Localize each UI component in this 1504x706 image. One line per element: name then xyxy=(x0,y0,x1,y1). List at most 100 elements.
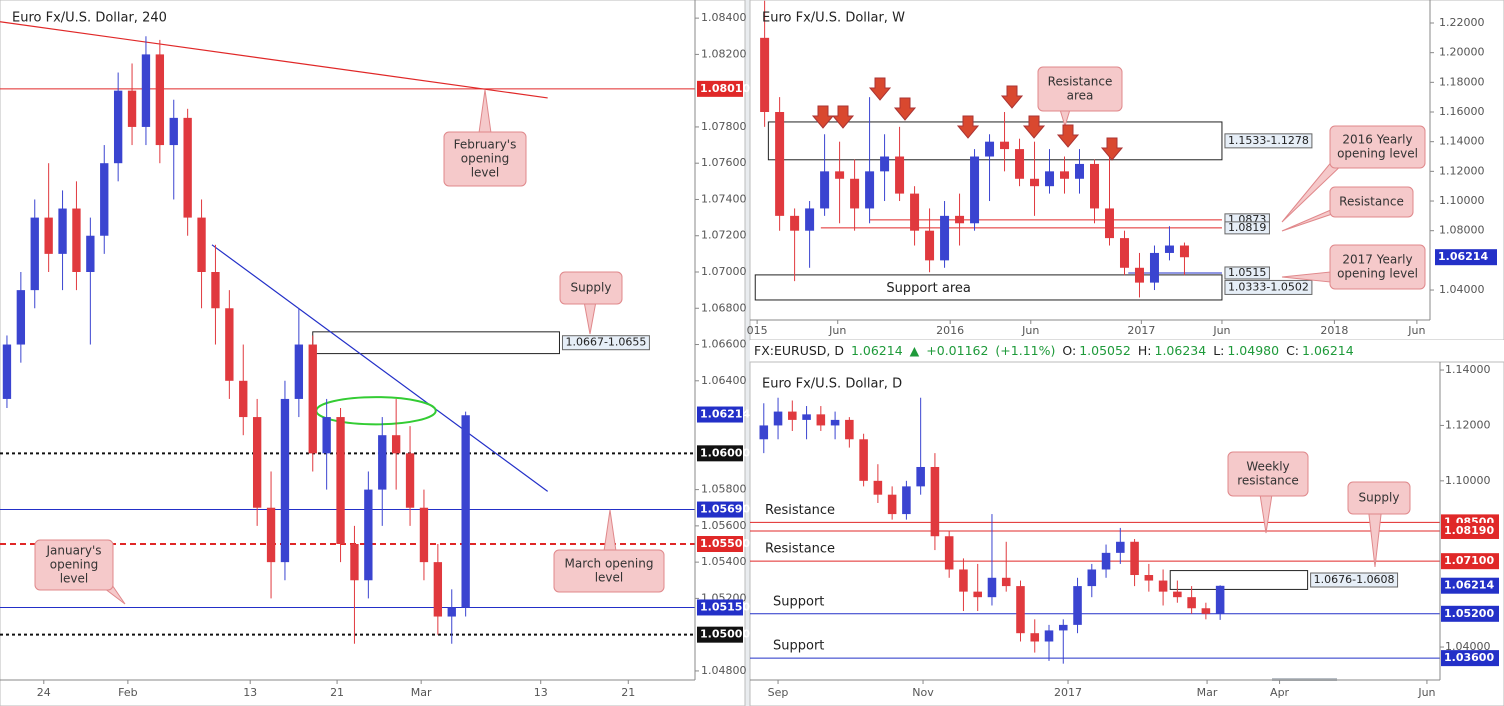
y-tick-label: 1.22000 xyxy=(1439,16,1485,29)
level-axis-tag xyxy=(1441,605,1499,622)
candle-body xyxy=(183,117,192,218)
level-axis-tag xyxy=(1435,249,1497,266)
level-label-bg xyxy=(1224,221,1270,235)
y-tick-label: 1.07800 xyxy=(701,120,747,133)
y-tick-label: 1.04000 xyxy=(1445,640,1491,653)
candle-body xyxy=(16,290,26,345)
x-tick-label: Mar xyxy=(411,686,432,699)
level-axis-tag xyxy=(697,406,743,423)
candle-body xyxy=(197,217,206,272)
zone-box xyxy=(767,121,1223,161)
level-axis-label: 1.08010 xyxy=(700,82,750,95)
x-tick-label: Jun xyxy=(1417,686,1435,699)
callout-text: opening level xyxy=(1337,147,1418,161)
candle-body xyxy=(225,308,234,381)
candle-body xyxy=(2,344,12,399)
callout-text: opening xyxy=(461,152,510,166)
level-axis-label: 1.06214 xyxy=(1438,250,1488,263)
x-tick-label: Apr xyxy=(1270,686,1290,699)
y-tick-label: 1.20000 xyxy=(1439,46,1485,59)
candle-body xyxy=(1015,149,1025,179)
close-key: C: xyxy=(1286,343,1300,358)
candle-body xyxy=(447,607,456,617)
candle-body xyxy=(916,466,925,487)
candle-body xyxy=(865,171,875,209)
callout-text: level xyxy=(595,571,624,585)
marker-arrow xyxy=(956,115,980,139)
level-label-bg xyxy=(1224,266,1270,280)
level-axis-tag xyxy=(1441,650,1499,667)
callout-text: level xyxy=(471,166,500,180)
candle-body xyxy=(910,193,920,231)
x-tick-label: 21 xyxy=(621,686,635,699)
level-axis-label: 1.06214 xyxy=(700,408,750,421)
quote-bar: FX:EURUSD, D 1.06214 ▲ +0.01162 (+1.11%)… xyxy=(754,343,1357,358)
x-tick-label: 2017 xyxy=(1054,686,1082,699)
chart-title: Euro Fx/U.S. Dollar, W xyxy=(762,11,905,26)
x-tick-label: Mar xyxy=(1197,686,1218,699)
candle-body xyxy=(44,217,53,254)
candle-body xyxy=(973,591,982,598)
candle-body xyxy=(280,398,290,563)
candle-body xyxy=(835,171,845,179)
marker-arrow xyxy=(1056,124,1080,148)
candle-body xyxy=(1119,238,1129,268)
callout-box xyxy=(1329,125,1426,169)
candle-body xyxy=(1187,597,1196,609)
level-axis-tag xyxy=(697,599,743,616)
marker-arrow xyxy=(868,77,892,101)
panel-frame xyxy=(749,361,1504,706)
high-key: H: xyxy=(1137,343,1152,358)
candle-body xyxy=(127,90,137,127)
high-value: 1.06234 xyxy=(1154,343,1207,358)
callout-box xyxy=(443,131,527,187)
x-tick-label: 13 xyxy=(243,686,257,699)
zone-label-bg xyxy=(1224,279,1313,295)
candle-body xyxy=(100,163,109,236)
zone-label-bg xyxy=(1310,572,1399,588)
level-axis-label: 1.05150 xyxy=(700,600,750,613)
candle-body xyxy=(1044,630,1054,642)
callout-text: March opening xyxy=(565,557,654,571)
candle-body xyxy=(1000,141,1010,150)
close-value: 1.06214 xyxy=(1302,343,1354,358)
zone-label: 1.0676-1.0608 xyxy=(1314,573,1395,586)
zone-name: Support area xyxy=(886,281,971,296)
candle-body xyxy=(850,178,860,209)
callout-text: 2016 Yearly xyxy=(1342,133,1412,147)
level-name: Resistance xyxy=(765,542,835,557)
candle-body xyxy=(830,419,840,426)
y-tick-label: 1.07400 xyxy=(701,192,747,205)
marker-arrow xyxy=(1022,115,1046,139)
callout-box xyxy=(1227,451,1309,497)
y-tick-label: 1.10000 xyxy=(1445,474,1491,487)
level-axis-label: 1.08190 xyxy=(1444,524,1494,537)
level-axis-label: 1.05690 xyxy=(700,503,750,516)
candle-body xyxy=(239,380,248,418)
y-tick-label: 1.14000 xyxy=(1445,363,1491,376)
candle-body xyxy=(294,344,304,399)
candle-body xyxy=(759,425,769,440)
level-axis-label: 1.05200 xyxy=(1444,607,1494,620)
level-name: Support xyxy=(773,594,824,609)
y-tick-label: 1.07000 xyxy=(701,265,747,278)
level-axis-tag xyxy=(1441,553,1499,570)
y-tick-label: 1.07200 xyxy=(701,229,747,242)
y-tick-label: 1.04000 xyxy=(1439,283,1485,296)
marker-arrow xyxy=(811,105,835,129)
level-label: 1.0819 xyxy=(1228,221,1267,234)
level-axis-label: 1.05000 xyxy=(700,628,750,641)
candle-body xyxy=(58,208,67,254)
candle-body xyxy=(113,90,123,164)
candle-body xyxy=(925,230,935,261)
x-tick-label: Jun xyxy=(828,324,846,337)
callout-text: Supply xyxy=(571,281,612,295)
candle-body xyxy=(887,494,897,515)
level-axis-tag xyxy=(697,626,743,643)
candle-body xyxy=(1087,569,1097,587)
callout-box xyxy=(1329,186,1414,218)
candle-body xyxy=(1090,163,1099,209)
callout-text: opening xyxy=(50,558,99,572)
level-axis-label: 1.07100 xyxy=(1444,554,1494,567)
